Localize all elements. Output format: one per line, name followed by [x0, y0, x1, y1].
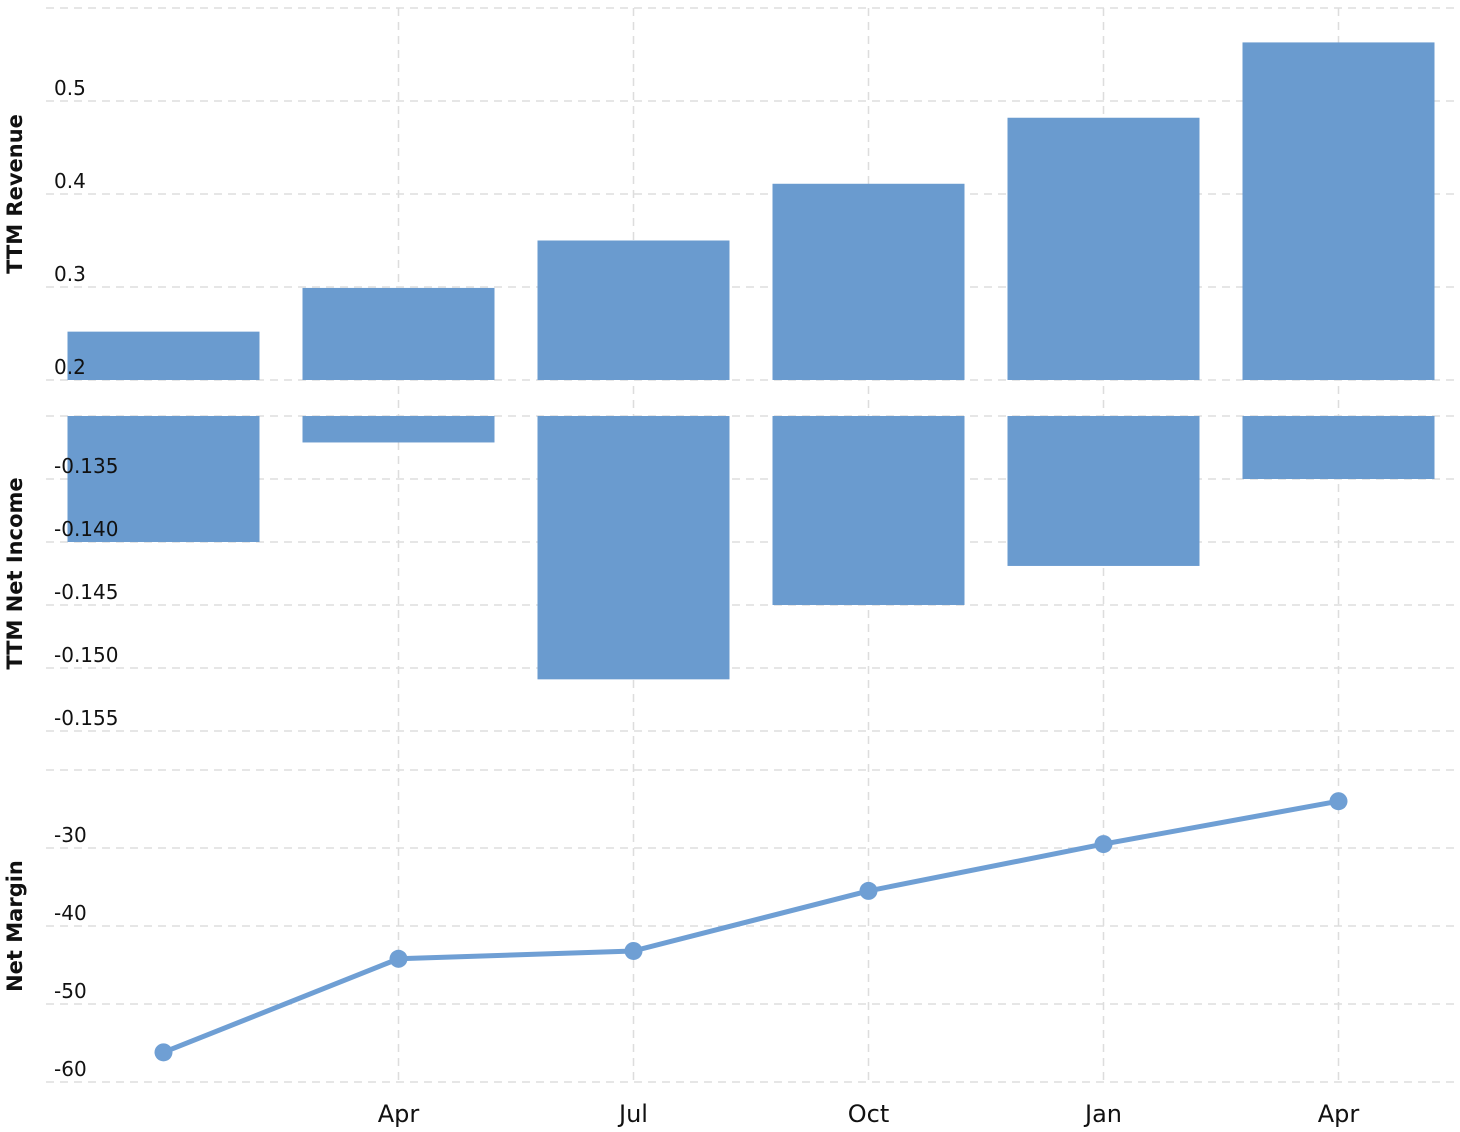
bar [1242, 42, 1435, 380]
bar [1242, 416, 1435, 479]
x-tick-label: Oct [848, 1100, 890, 1128]
y-tick-label: -0.135 [54, 454, 118, 478]
bar [772, 183, 965, 380]
bar [67, 416, 260, 542]
y-tick-label: -60 [54, 1057, 87, 1081]
y-axis-title: TTM Net Income [3, 477, 27, 669]
point [389, 949, 408, 968]
point [624, 941, 643, 960]
y-tick-label: -0.145 [54, 580, 118, 604]
bar [1007, 117, 1200, 381]
bar [537, 416, 730, 680]
y-axis-title: Net Margin [3, 860, 27, 992]
x-tick-label: Apr [378, 1100, 420, 1128]
y-tick-label: -30 [54, 823, 87, 847]
y-axis-title: TTM Revenue [3, 114, 27, 274]
y-tick-label: -50 [54, 979, 87, 1003]
point [1094, 835, 1113, 854]
bar [302, 416, 495, 443]
x-tick-label: Jan [1083, 1100, 1122, 1128]
y-tick-label: -0.140 [54, 517, 118, 541]
y-tick-label: 0.5 [54, 76, 86, 100]
bar [302, 287, 495, 380]
bar [1007, 416, 1200, 566]
line [162, 798, 1339, 1055]
x-tick-label: Apr [1318, 1100, 1360, 1128]
point [154, 1043, 173, 1062]
bar [537, 240, 730, 380]
y-tick-label: -40 [54, 901, 87, 925]
point [1329, 792, 1348, 811]
bar [772, 416, 965, 605]
x-tick-label: Jul [617, 1100, 648, 1128]
y-tick-label: 0.2 [54, 355, 86, 379]
y-tick-label: -0.155 [54, 706, 118, 730]
bar [67, 331, 260, 380]
y-tick-label: 0.3 [54, 262, 86, 286]
point [859, 881, 878, 900]
y-tick-label: 0.4 [54, 169, 86, 193]
y-tick-label: -0.150 [54, 643, 118, 667]
